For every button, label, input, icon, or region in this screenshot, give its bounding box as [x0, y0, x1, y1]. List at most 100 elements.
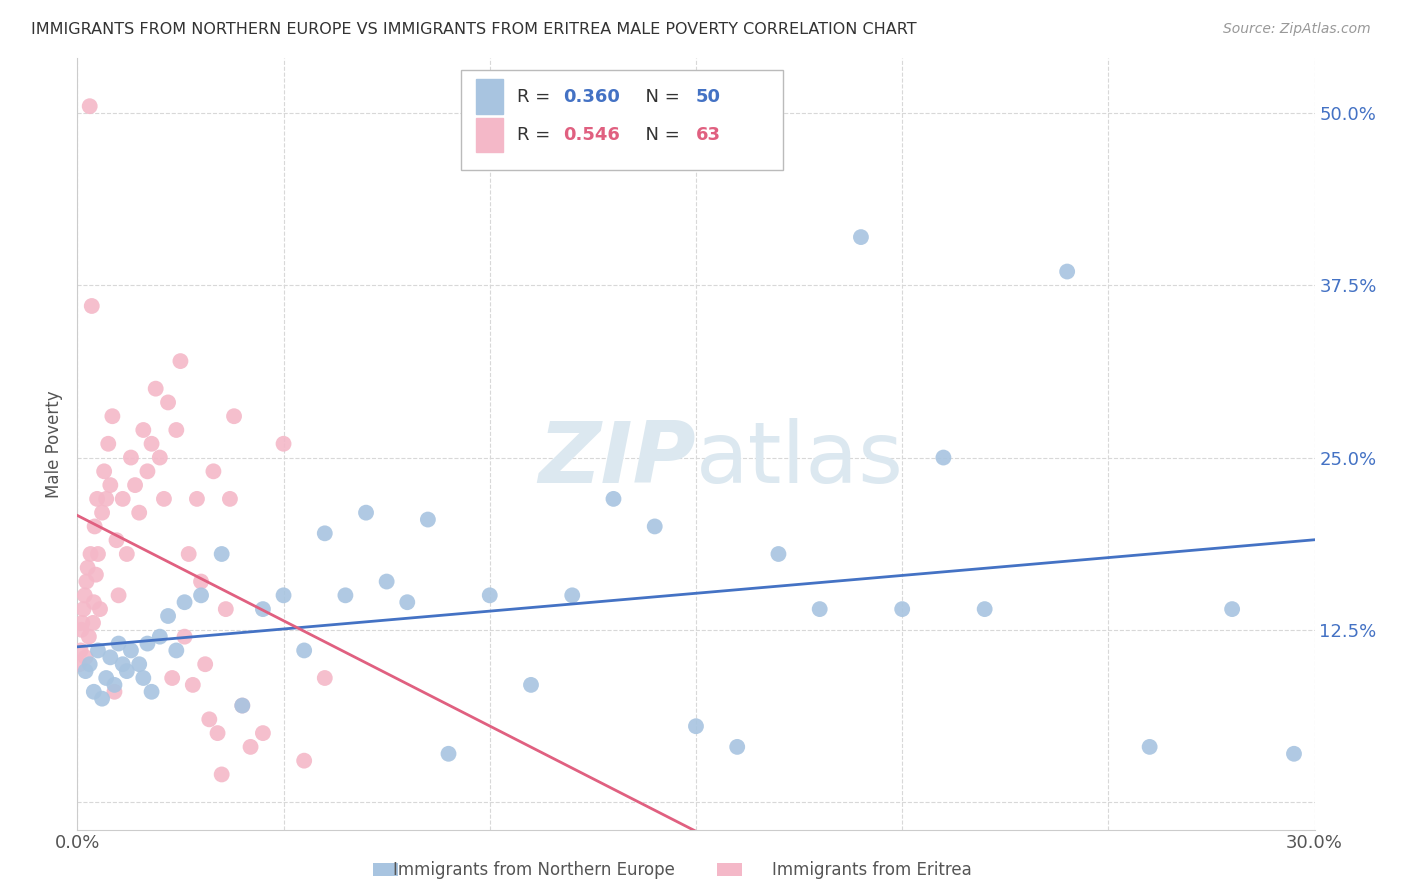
Point [173, 595, 195, 609]
Point [72, 602, 94, 616]
Point [84, 567, 107, 582]
Point [91, 691, 114, 706]
Point [194, 657, 217, 672]
Point [252, 726, 274, 740]
Point [105, 533, 128, 548]
Point [72, 615, 94, 630]
Point [132, 671, 155, 685]
Text: Source: ZipAtlas.com: Source: ZipAtlas.com [1223, 22, 1371, 37]
Point [177, 547, 200, 561]
Point [239, 739, 262, 754]
Point [375, 574, 398, 589]
Point [101, 409, 124, 424]
Point [115, 547, 138, 561]
Point [77, 630, 100, 644]
Point [215, 602, 238, 616]
Point [153, 491, 176, 506]
Point [79, 99, 101, 113]
Text: R =: R = [516, 87, 555, 105]
Point [141, 436, 163, 450]
Point [86, 491, 108, 506]
Point [231, 698, 253, 713]
Point [165, 643, 187, 657]
Point [335, 588, 357, 602]
Y-axis label: Male Poverty: Male Poverty [45, 390, 63, 498]
Point [685, 719, 707, 733]
Point [128, 506, 150, 520]
Point [149, 450, 172, 465]
Point [76, 561, 98, 575]
Point [725, 739, 748, 754]
Point [87, 547, 110, 561]
Point [98, 478, 121, 492]
Point [160, 671, 183, 685]
Point [768, 547, 790, 561]
Point [186, 491, 208, 506]
Point [602, 491, 624, 506]
Point [173, 630, 195, 644]
Point [136, 636, 159, 650]
Point [141, 685, 163, 699]
Point [219, 491, 242, 506]
Point [1139, 739, 1161, 754]
Point [83, 595, 105, 609]
Point [314, 526, 336, 541]
Point [107, 588, 129, 602]
Text: N =: N = [634, 87, 686, 105]
Point [79, 547, 101, 561]
Point [93, 464, 115, 478]
Point [190, 574, 212, 589]
Point [69, 643, 91, 657]
Point [190, 588, 212, 602]
Point [98, 650, 121, 665]
Point [416, 512, 439, 526]
Point [70, 623, 93, 637]
Point [644, 519, 666, 533]
Point [124, 478, 146, 492]
Point [83, 519, 105, 533]
Text: atlas: atlas [696, 417, 904, 500]
Text: Immigrants from Eritrea: Immigrants from Eritrea [772, 861, 972, 879]
Point [520, 678, 543, 692]
Point [849, 230, 872, 244]
Point [165, 423, 187, 437]
Point [932, 450, 955, 465]
Point [207, 726, 229, 740]
Point [231, 698, 253, 713]
Point [75, 574, 97, 589]
Point [1220, 602, 1243, 616]
Point [1056, 264, 1078, 278]
Point [96, 491, 118, 506]
Text: 0.546: 0.546 [564, 126, 620, 145]
Point [103, 685, 125, 699]
Text: 0.360: 0.360 [564, 87, 620, 105]
Point [97, 436, 120, 450]
Point [120, 450, 142, 465]
Point [75, 664, 97, 678]
Point [292, 754, 315, 768]
Point [198, 712, 221, 726]
Text: ZIP: ZIP [538, 417, 696, 500]
Point [292, 643, 315, 657]
Point [82, 615, 104, 630]
Point [111, 491, 134, 506]
Point [115, 664, 138, 678]
Point [128, 657, 150, 672]
Point [891, 602, 914, 616]
Point [561, 588, 583, 602]
Point [79, 657, 101, 672]
Point [181, 678, 204, 692]
Point [67, 657, 90, 672]
Point [1282, 747, 1305, 761]
Point [73, 588, 96, 602]
Text: 63: 63 [696, 126, 721, 145]
Point [136, 464, 159, 478]
Point [145, 382, 167, 396]
FancyBboxPatch shape [461, 70, 783, 169]
Point [396, 595, 419, 609]
Point [83, 685, 105, 699]
Point [478, 588, 501, 602]
Point [202, 464, 225, 478]
Point [169, 354, 191, 368]
Point [314, 671, 336, 685]
